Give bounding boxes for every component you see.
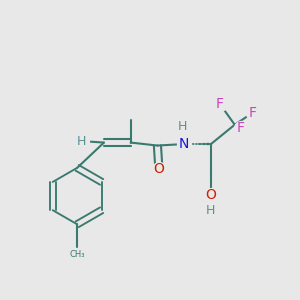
Text: O: O — [154, 162, 164, 176]
Text: H: H — [178, 120, 188, 133]
Text: F: F — [248, 106, 256, 120]
Text: F: F — [216, 97, 224, 111]
Text: N: N — [179, 137, 189, 151]
Text: H: H — [206, 204, 216, 218]
Text: CH₃: CH₃ — [69, 250, 85, 259]
Text: H: H — [77, 135, 86, 148]
Text: F: F — [237, 121, 245, 135]
Text: O: O — [206, 188, 216, 202]
